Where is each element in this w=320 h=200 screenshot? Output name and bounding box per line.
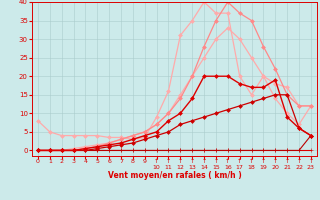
X-axis label: Vent moyen/en rafales ( km/h ): Vent moyen/en rafales ( km/h ): [108, 171, 241, 180]
